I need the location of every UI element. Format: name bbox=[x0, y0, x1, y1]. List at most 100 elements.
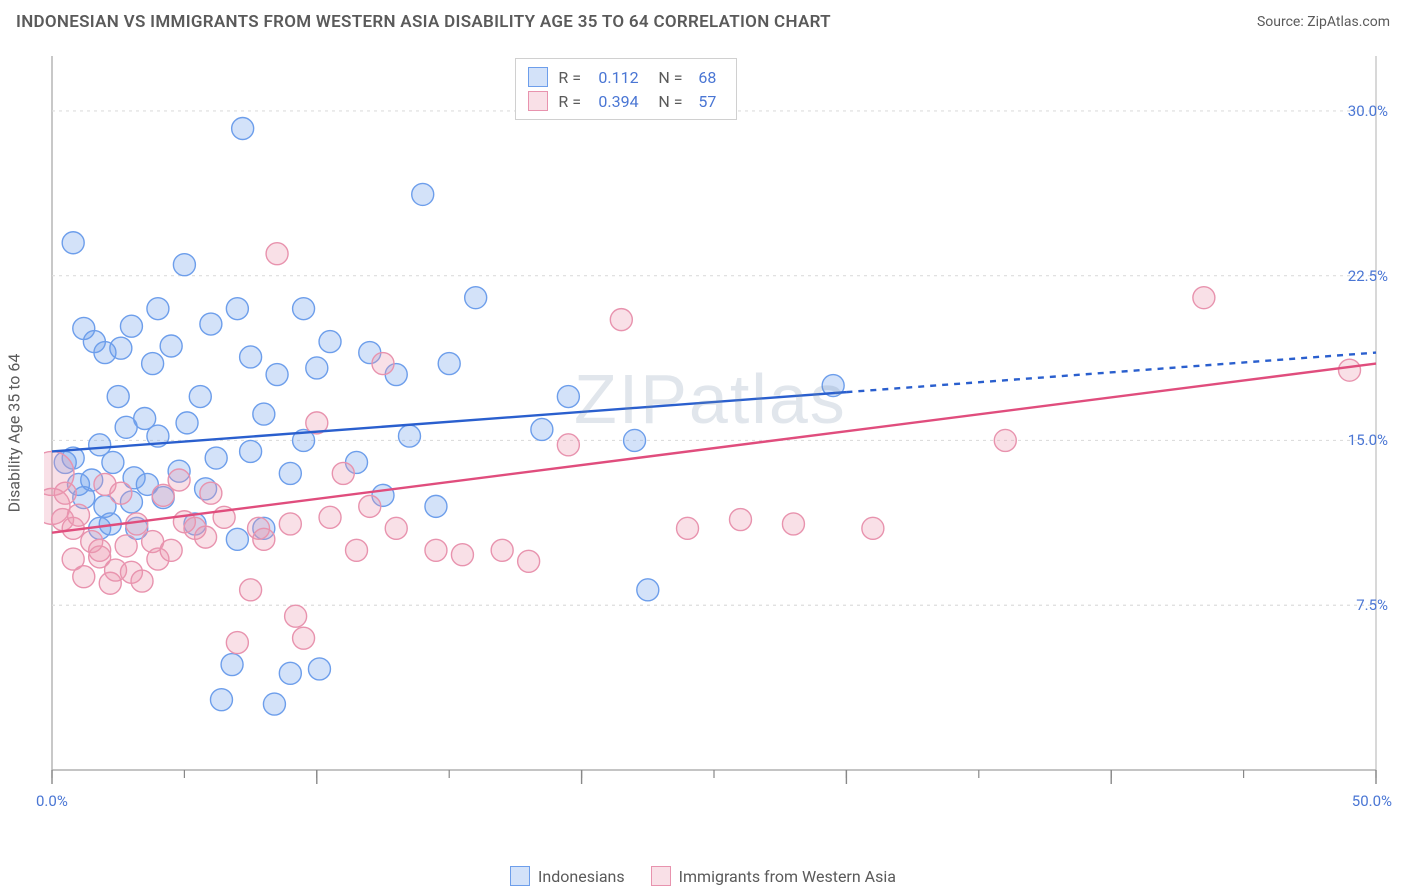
data-point bbox=[308, 658, 330, 680]
legend-swatch bbox=[528, 91, 548, 111]
data-point bbox=[1193, 287, 1215, 309]
trend-line-extrapolated bbox=[846, 353, 1376, 393]
data-point bbox=[200, 313, 222, 335]
data-point bbox=[425, 495, 447, 517]
data-point bbox=[142, 353, 164, 375]
data-point bbox=[306, 357, 328, 379]
data-point bbox=[465, 287, 487, 309]
data-point bbox=[210, 689, 232, 711]
stats-legend: R = 0.112 N = 68 R = 0.394 N = 57 bbox=[515, 58, 737, 120]
data-point bbox=[195, 526, 217, 548]
y-tick-label: 15.0% bbox=[1348, 431, 1388, 449]
data-point bbox=[253, 403, 275, 425]
x-axis-min-label: 0.0% bbox=[36, 792, 68, 810]
data-point bbox=[610, 309, 632, 331]
data-point bbox=[89, 539, 111, 561]
data-point bbox=[266, 243, 288, 265]
data-point bbox=[279, 513, 301, 535]
data-point bbox=[319, 506, 341, 528]
y-tick-label: 22.5% bbox=[1348, 267, 1388, 285]
stat-r-value: 0.112 bbox=[598, 68, 648, 87]
stat-r-value: 0.394 bbox=[598, 92, 648, 111]
x-axis-max-label: 50.0% bbox=[1352, 792, 1392, 810]
chart-container: Disability Age 35 to 64 7.5%15.0%22.5%30… bbox=[44, 48, 1384, 818]
data-point bbox=[531, 418, 553, 440]
stat-n-label: N = bbox=[658, 68, 688, 87]
data-point bbox=[359, 495, 381, 517]
data-point bbox=[115, 535, 137, 557]
y-axis-label: Disability Age 35 to 64 bbox=[5, 354, 24, 513]
data-point bbox=[110, 482, 132, 504]
data-point bbox=[729, 509, 751, 531]
data-point bbox=[1339, 359, 1361, 381]
scatter-chart bbox=[44, 48, 1384, 818]
data-point bbox=[221, 654, 243, 676]
data-point bbox=[412, 183, 434, 205]
data-point bbox=[189, 386, 211, 408]
data-point bbox=[637, 579, 659, 601]
data-point bbox=[293, 298, 315, 320]
legend-item: Indonesians bbox=[510, 866, 625, 886]
stat-n-label: N = bbox=[658, 92, 688, 111]
data-point bbox=[160, 539, 182, 561]
data-point bbox=[862, 517, 884, 539]
data-point bbox=[518, 550, 540, 572]
data-point bbox=[73, 566, 95, 588]
stat-r-label: R = bbox=[558, 92, 588, 111]
legend-item: Immigrants from Western Asia bbox=[651, 866, 896, 886]
data-point bbox=[451, 544, 473, 566]
data-point bbox=[110, 337, 132, 359]
data-point bbox=[226, 632, 248, 654]
data-point bbox=[240, 440, 262, 462]
data-point bbox=[624, 429, 646, 451]
data-point bbox=[253, 528, 275, 550]
chart-header: INDONESIAN VS IMMIGRANTS FROM WESTERN AS… bbox=[16, 12, 1390, 32]
y-tick-label: 7.5% bbox=[1356, 596, 1388, 614]
legend-label: Immigrants from Western Asia bbox=[679, 867, 896, 886]
data-point bbox=[240, 346, 262, 368]
data-point bbox=[266, 364, 288, 386]
data-point bbox=[176, 412, 198, 434]
trend-line bbox=[52, 392, 846, 451]
stat-r-label: R = bbox=[558, 68, 588, 87]
data-point bbox=[240, 579, 262, 601]
data-point bbox=[263, 693, 285, 715]
data-point bbox=[102, 451, 124, 473]
data-point bbox=[557, 386, 579, 408]
chart-source: Source: ZipAtlas.com bbox=[1257, 14, 1390, 30]
data-point bbox=[173, 254, 195, 276]
data-point bbox=[107, 386, 129, 408]
data-point bbox=[205, 447, 227, 469]
data-point bbox=[67, 504, 89, 526]
data-point bbox=[994, 429, 1016, 451]
data-point bbox=[319, 331, 341, 353]
data-point bbox=[160, 335, 182, 357]
data-point bbox=[279, 462, 301, 484]
y-tick-label: 30.0% bbox=[1348, 102, 1388, 120]
legend-swatch bbox=[510, 866, 530, 886]
data-point bbox=[54, 482, 76, 504]
data-point bbox=[398, 425, 420, 447]
data-point bbox=[385, 517, 407, 539]
data-point bbox=[62, 232, 84, 254]
series-legend: Indonesians Immigrants from Western Asia bbox=[0, 866, 1406, 886]
data-point bbox=[168, 469, 190, 491]
data-point bbox=[491, 539, 513, 561]
data-point bbox=[226, 298, 248, 320]
legend-label: Indonesians bbox=[538, 867, 625, 886]
data-point bbox=[200, 482, 222, 504]
data-point bbox=[147, 298, 169, 320]
legend-swatch bbox=[651, 866, 671, 886]
legend-swatch bbox=[528, 67, 548, 87]
data-point bbox=[557, 434, 579, 456]
data-point bbox=[372, 353, 394, 375]
stat-n-value: 68 bbox=[698, 68, 724, 87]
data-point bbox=[438, 353, 460, 375]
data-point bbox=[346, 539, 368, 561]
stat-n-value: 57 bbox=[698, 92, 724, 111]
data-point bbox=[285, 605, 307, 627]
data-point bbox=[279, 662, 301, 684]
data-point bbox=[425, 539, 447, 561]
data-point bbox=[782, 513, 804, 535]
stats-legend-row: R = 0.394 N = 57 bbox=[528, 89, 724, 113]
